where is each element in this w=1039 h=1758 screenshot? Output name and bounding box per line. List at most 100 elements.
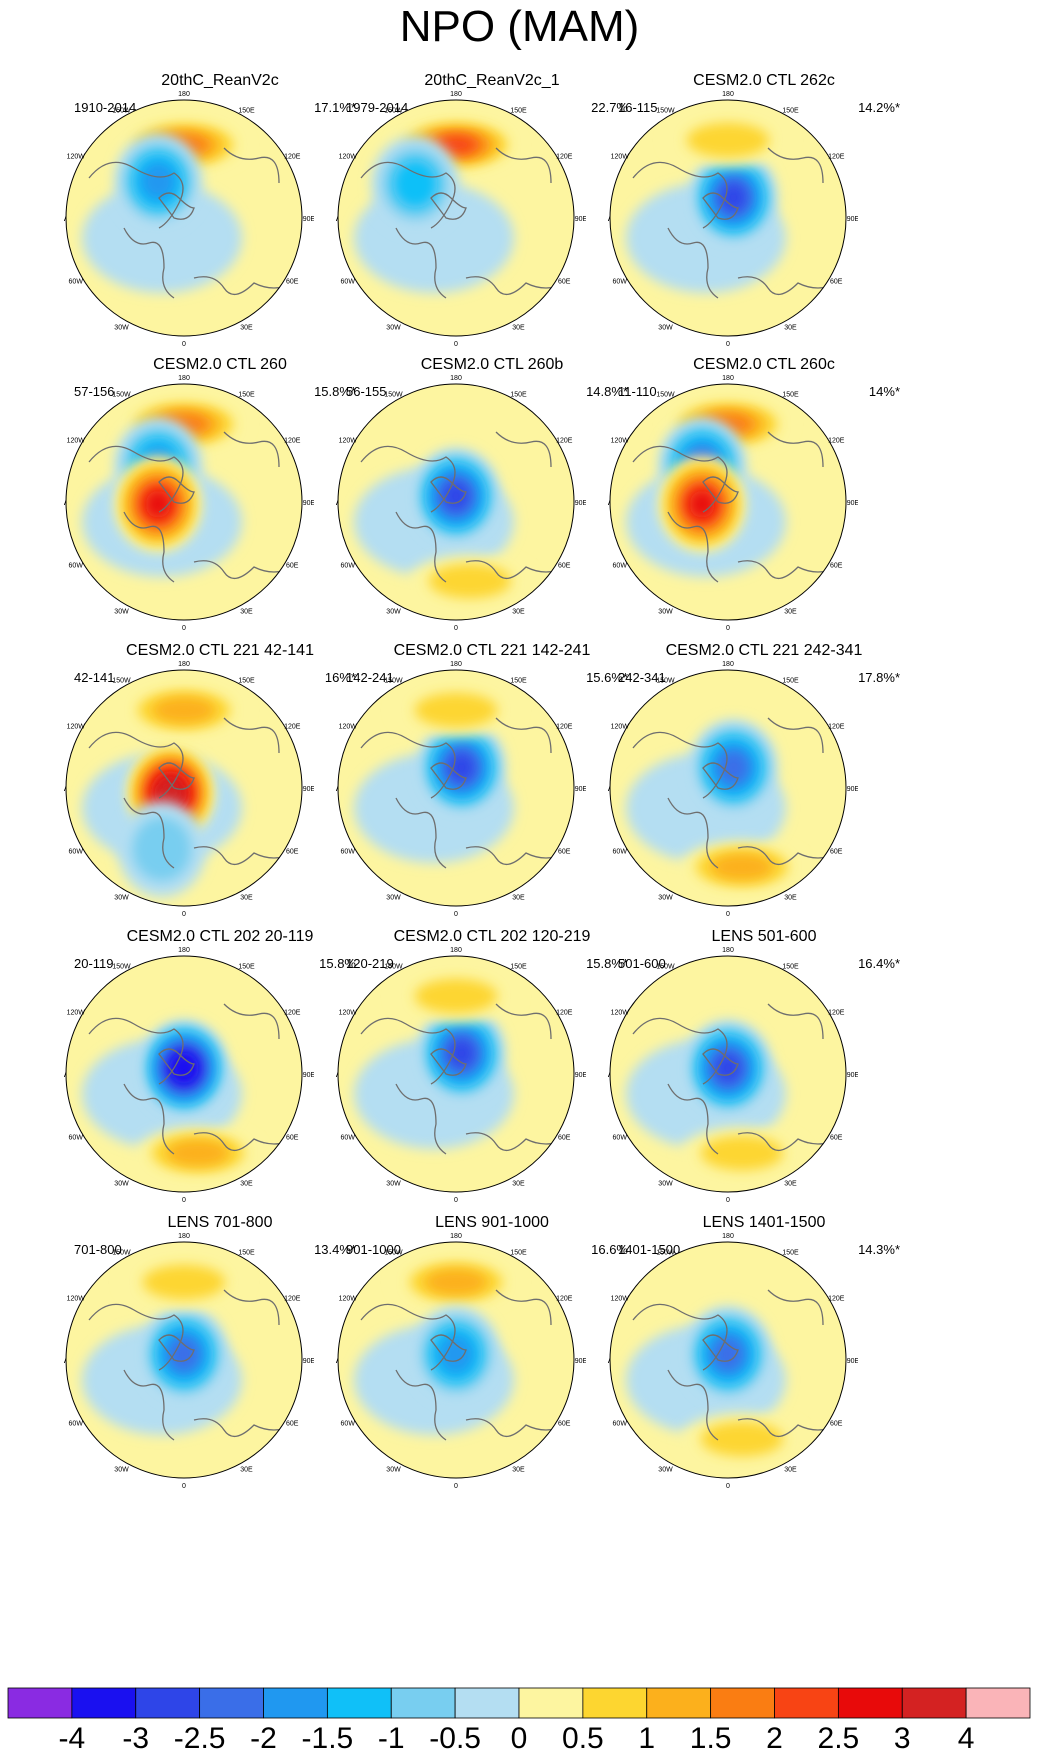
panel-period: 1401-1500 (618, 1242, 681, 1257)
negative-anomaly-contour (140, 162, 176, 201)
longitude-label: 30E (512, 1466, 525, 1473)
longitude-label: 30W (658, 1466, 673, 1473)
panel-title: CESM2.0 CTL 260c (693, 356, 835, 373)
longitude-label: 90E (847, 1072, 858, 1079)
longitude-label: 90W (64, 786, 67, 793)
colorbar-tick-label: 2.5 (817, 1722, 860, 1755)
longitude-label: 30W (658, 608, 673, 615)
longitude-label: 30E (240, 1180, 253, 1187)
colorbar-tick-label: 4 (957, 1722, 975, 1755)
coastline (430, 1048, 467, 1076)
longitude-label: 30E (512, 324, 525, 331)
polar-map: 180 150E 120E 90E 60E 30E 0 30W 60W 90W 120W 150W (336, 91, 586, 348)
panel-title: CESM2.0 CTL 221 242-341 (665, 642, 863, 659)
longitude-label: 30W (114, 1466, 129, 1473)
longitude-label: 150W (384, 1250, 403, 1257)
longitude-label: 150E (510, 678, 527, 685)
positive-anomaly-contour (700, 1421, 784, 1457)
longitude-label: 60E (830, 849, 843, 856)
map-boundary (65, 669, 303, 907)
map-panel: LENS 501-600 501-600 16.4%* 180 150E 120E 90E 6… (608, 928, 914, 1258)
coastline (737, 1418, 839, 1437)
longitude-label: 0 (454, 341, 458, 348)
coastline (88, 1303, 184, 1371)
panel-title: CESM2.0 CTL 202 120-219 (393, 928, 591, 945)
longitude-label: 150E (782, 392, 799, 399)
longitude-label: 120E (828, 1296, 845, 1303)
longitude-label: 30E (784, 1180, 797, 1187)
panel-period: 16-115 (618, 100, 658, 115)
longitude-label: 180 (450, 91, 462, 98)
longitude-label: 0 (726, 1197, 730, 1204)
longitude-label: 180 (722, 947, 734, 954)
coastline (88, 161, 184, 229)
positive-anomaly-contour (153, 697, 215, 724)
longitude-label: 90E (303, 1358, 314, 1365)
longitude-label: 120E (828, 1010, 845, 1017)
colorbar-tick-label: 0.5 (562, 1722, 604, 1755)
longitude-label: 120W (67, 724, 86, 731)
colorbar-tick-label: -3 (122, 1722, 150, 1755)
longitude-label: 30E (784, 608, 797, 615)
longitude-label: 30W (658, 1180, 673, 1187)
longitude-label: 60E (286, 563, 299, 570)
colorbar-swatch (390, 1687, 456, 1719)
coastline (123, 511, 175, 583)
longitude-label: 120E (556, 1010, 573, 1017)
longitude-label: 180 (722, 661, 734, 668)
coastline (737, 560, 839, 579)
longitude-label: 0 (726, 625, 730, 632)
longitude-label: 150E (510, 1250, 527, 1257)
longitude-label: 60W (69, 849, 84, 856)
longitude-label: 120E (284, 1010, 301, 1017)
colorbar-tick-label: -2.5 (173, 1722, 226, 1755)
coastline (158, 476, 195, 504)
coastline (737, 1132, 839, 1151)
colorbar-tick-label: -4 (58, 1722, 86, 1755)
longitude-label: 90E (847, 500, 858, 507)
longitude-label: 30W (386, 608, 401, 615)
positive-anomaly-contour (710, 854, 773, 881)
longitude-label: 30W (114, 894, 129, 901)
longitude-label: 120E (828, 154, 845, 161)
panel-title: LENS 501-600 (711, 928, 817, 945)
longitude-label: 90W (336, 216, 339, 223)
positive-anomaly-contour (700, 1135, 784, 1171)
longitude-label: 150W (656, 108, 675, 115)
map-boundary (65, 1241, 303, 1479)
map-panel: LENS 1401-1500 1401-1500 14.3%* 180 150E 120E… (608, 1214, 914, 1544)
longitude-label: 60E (286, 279, 299, 286)
positive-anomaly-contour (428, 563, 512, 599)
panel-period: 1910-2014 (74, 100, 137, 115)
panel-variance: 16.6% (591, 1242, 628, 1257)
polar-map: 180 150E 120E 90E 60E 30E 0 30W 60W 90W 120W 150W (608, 1233, 858, 1490)
map-panel: CESM2.0 CTL 262c 16-115 14.2%* 180 150E 120E 9… (608, 72, 914, 402)
coastline (632, 445, 728, 513)
panel-period: 501-600 (618, 956, 666, 971)
longitude-label: 120W (611, 438, 630, 445)
longitude-label: 180 (450, 375, 462, 382)
colorbar-swatch (518, 1687, 584, 1719)
negative-anomaly-contour (132, 816, 192, 881)
longitude-label: 120E (284, 154, 301, 161)
panel-period: 20-119 (74, 956, 114, 971)
longitude-label: 120W (67, 1010, 86, 1017)
longitude-label: 60E (286, 1135, 299, 1142)
coastline (632, 161, 728, 229)
map-panel: CESM2.0 CTL 260c 11-110 14%* 180 150E 120E 90E… (608, 356, 914, 686)
coastline (737, 846, 839, 865)
longitude-label: 120W (611, 1296, 630, 1303)
coastline (465, 846, 567, 865)
map-boundary (609, 99, 847, 337)
panel-period: 701-800 (74, 1242, 122, 1257)
longitude-label: 90E (575, 1358, 586, 1365)
longitude-label: 90W (608, 1358, 611, 1365)
panel-title: CESM2.0 CTL 202 20-119 (126, 928, 314, 945)
longitude-label: 30E (784, 324, 797, 331)
longitude-label: 120W (67, 1296, 86, 1303)
longitude-label: 150E (238, 678, 255, 685)
longitude-label: 150E (782, 108, 799, 115)
coastline (223, 1003, 280, 1040)
coastline (430, 192, 467, 220)
coastline (767, 717, 824, 754)
